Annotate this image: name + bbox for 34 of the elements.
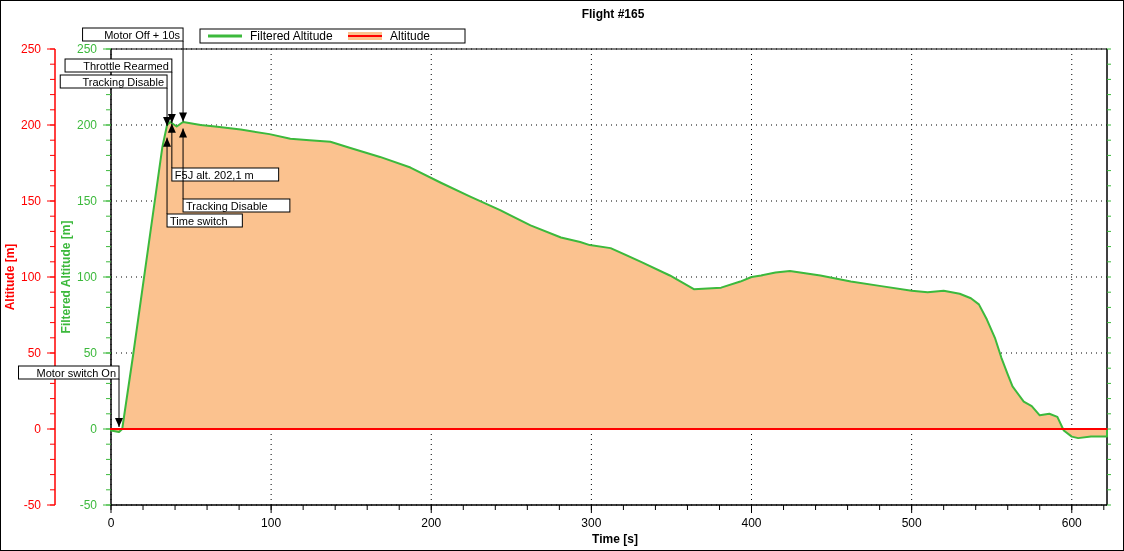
annotation: F5J alt. 202,1 m xyxy=(174,168,254,181)
x-tick-label: 0 xyxy=(107,516,115,530)
x-tick-label: 300 xyxy=(581,516,602,530)
y2-tick-label: 250 xyxy=(76,42,98,57)
x-tick-label: 500 xyxy=(901,516,922,530)
y-tick-label: 250 xyxy=(20,42,42,57)
y-axis-title: Altitude [m] xyxy=(3,243,17,311)
y2-tick-label: -50 xyxy=(79,498,98,513)
y-tick-label: 50 xyxy=(27,346,42,361)
annotation: Tracking Disable xyxy=(186,199,268,212)
x-tick-label: 100 xyxy=(261,516,282,530)
annotation: Tracking Disable xyxy=(82,75,165,88)
y2-axis-title: Filtered Altitude [m] xyxy=(59,220,73,334)
x-tick-label: 200 xyxy=(421,516,442,530)
chart-title: Flight #165 xyxy=(581,7,645,21)
annotation: Throttle Rearmed xyxy=(83,59,169,72)
x-tick-label: 400 xyxy=(741,516,762,530)
y2-tick-label: 50 xyxy=(83,346,98,361)
annotation: Motor Off + 10s xyxy=(104,28,181,41)
y2-tick-label: 0 xyxy=(90,422,98,437)
y-tick-label: 200 xyxy=(20,118,42,133)
y2-tick-label: 150 xyxy=(76,194,98,209)
annotation: Time switch xyxy=(170,214,228,227)
y-tick-label: 100 xyxy=(20,270,42,285)
y-tick-label: 150 xyxy=(20,194,42,209)
annotation: Motor switch On xyxy=(36,366,117,379)
y-tick-label: -50 xyxy=(23,498,42,513)
y2-tick-label: 200 xyxy=(76,118,98,133)
legend-label: Filtered Altitude xyxy=(250,29,334,43)
x-axis-title: Time [s] xyxy=(592,532,638,546)
y2-tick-label: 100 xyxy=(76,270,98,285)
legend-label: Altitude xyxy=(390,29,431,43)
y-tick-label: 0 xyxy=(34,422,42,437)
x-tick-label: 600 xyxy=(1061,516,1083,530)
